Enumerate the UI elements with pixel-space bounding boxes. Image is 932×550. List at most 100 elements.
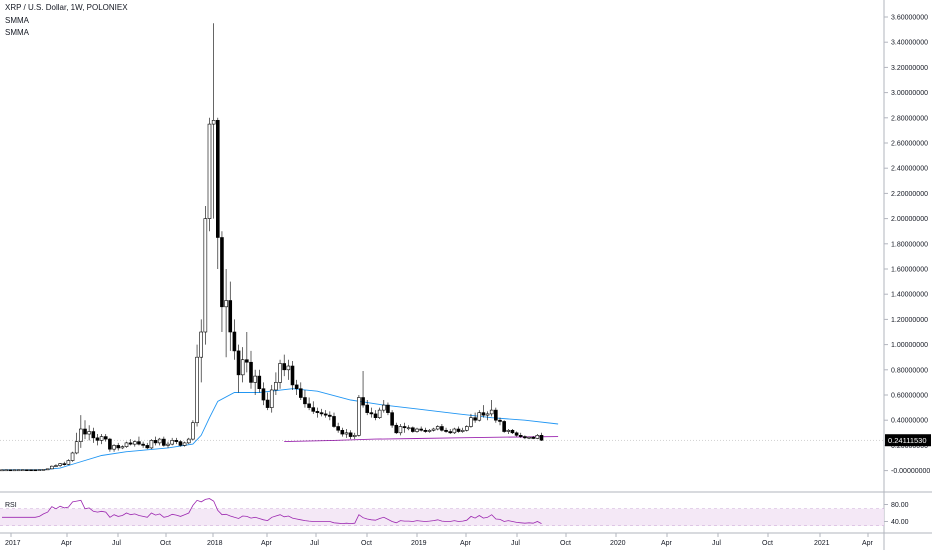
x-tick-label: Apr bbox=[460, 540, 472, 547]
candle-up bbox=[489, 409, 494, 415]
x-tick-label: Jul bbox=[712, 540, 721, 547]
candle-down bbox=[456, 428, 461, 432]
candle-down bbox=[257, 375, 262, 390]
x-tick-label: Oct bbox=[762, 540, 773, 547]
candle-up bbox=[427, 429, 432, 432]
y-tick-label: 0.20000000 bbox=[891, 443, 928, 450]
smma-line-1 bbox=[1, 388, 559, 471]
x-tick-label: 2021 bbox=[814, 540, 830, 547]
candle-down bbox=[518, 435, 523, 437]
candle-down bbox=[33, 469, 38, 472]
axis-labels: 3.60000000 3.40000000 3.20000000 3.00000000… bbox=[5, 15, 931, 547]
candle-down bbox=[494, 409, 498, 421]
candle-up bbox=[435, 426, 440, 430]
candle-up bbox=[203, 218, 208, 333]
candle-down bbox=[419, 428, 423, 431]
candle-down bbox=[232, 331, 237, 352]
candle-up bbox=[149, 440, 154, 449]
candle-up bbox=[269, 389, 274, 408]
candle-down bbox=[386, 404, 390, 413]
candle-up bbox=[195, 356, 199, 424]
candle-up bbox=[20, 469, 25, 472]
candle-down bbox=[319, 412, 324, 415]
candle-up bbox=[4, 469, 8, 472]
candle-down bbox=[174, 440, 179, 442]
candle-down bbox=[423, 429, 428, 432]
rsi-series bbox=[2, 498, 542, 525]
y-tick-label: 3.20000000 bbox=[891, 65, 928, 72]
last-price-label: 0.24111530 bbox=[888, 436, 927, 445]
candle-down bbox=[531, 436, 536, 439]
candle-down bbox=[265, 399, 270, 408]
candle-down bbox=[178, 441, 183, 446]
candle-down bbox=[394, 424, 399, 434]
candle-up bbox=[452, 428, 457, 434]
y-tick-label: 2.60000000 bbox=[891, 141, 928, 148]
candle-up bbox=[120, 446, 125, 449]
y-tick-label: 2.40000000 bbox=[891, 166, 928, 173]
candle-down bbox=[440, 426, 444, 431]
candle-down bbox=[336, 426, 340, 431]
candle-down bbox=[365, 404, 370, 413]
x-tick-label: Oct bbox=[160, 540, 171, 547]
chart-title: XRP / U.S. Dollar, 1W, POLONIEX bbox=[5, 3, 128, 12]
candle-up bbox=[66, 460, 71, 465]
rsi-tick-label: 40.00 bbox=[891, 519, 909, 526]
candle-down bbox=[523, 436, 527, 439]
candle-up bbox=[45, 468, 50, 471]
y-tick-label: 2.20000000 bbox=[891, 191, 928, 198]
candle-up bbox=[240, 359, 245, 376]
candle-down bbox=[91, 431, 96, 439]
candle-up bbox=[274, 382, 278, 391]
rsi-band bbox=[0, 508, 884, 526]
candle-down bbox=[153, 440, 158, 444]
candle-up bbox=[357, 397, 361, 436]
candle-down bbox=[390, 412, 394, 426]
y-tick-label: 1.40000000 bbox=[891, 292, 928, 299]
candle-up bbox=[54, 465, 58, 467]
candle-down bbox=[145, 445, 150, 449]
x-tick-label: Jul bbox=[511, 540, 520, 547]
candle-up bbox=[79, 428, 83, 442]
candle-down bbox=[298, 388, 303, 398]
candle-down bbox=[249, 361, 253, 383]
candle-up bbox=[398, 426, 403, 434]
y-tick-label: 2.00000000 bbox=[891, 216, 928, 223]
candle-down bbox=[514, 432, 519, 436]
x-tick-label: Oct bbox=[560, 540, 571, 547]
y-tick-label: 1.00000000 bbox=[891, 342, 928, 349]
candle-down bbox=[282, 363, 287, 371]
candle-up bbox=[278, 363, 282, 383]
candle-up bbox=[70, 452, 75, 461]
x-tick-label: Oct bbox=[361, 540, 372, 547]
candle-down bbox=[323, 413, 328, 416]
x-tick-label: 2020 bbox=[610, 540, 626, 547]
candle-up bbox=[352, 435, 357, 437]
candle-down bbox=[539, 435, 544, 441]
candle-down bbox=[402, 426, 407, 429]
candle-down bbox=[103, 436, 108, 440]
candle-down bbox=[348, 432, 353, 437]
candle-up bbox=[464, 426, 469, 431]
candle-up bbox=[199, 331, 203, 358]
candle-down bbox=[369, 412, 374, 415]
candle-up bbox=[16, 469, 21, 472]
candle-down bbox=[216, 120, 220, 238]
candle-up bbox=[415, 428, 419, 432]
candle-down bbox=[315, 411, 320, 413]
candle-up bbox=[191, 422, 195, 440]
candle-up bbox=[186, 438, 191, 444]
candle-down bbox=[481, 412, 486, 416]
candle-down bbox=[328, 414, 332, 417]
candle-up bbox=[124, 442, 129, 447]
candle-down bbox=[116, 445, 120, 449]
candle-down bbox=[95, 437, 100, 441]
x-tick-label: Apr bbox=[862, 540, 874, 547]
candle-up bbox=[377, 409, 382, 418]
x-tick-label: 2017 bbox=[5, 540, 21, 547]
candle-up bbox=[170, 440, 174, 445]
y-tick-label: -0.00000000 bbox=[891, 468, 930, 475]
candle-up bbox=[58, 463, 62, 466]
